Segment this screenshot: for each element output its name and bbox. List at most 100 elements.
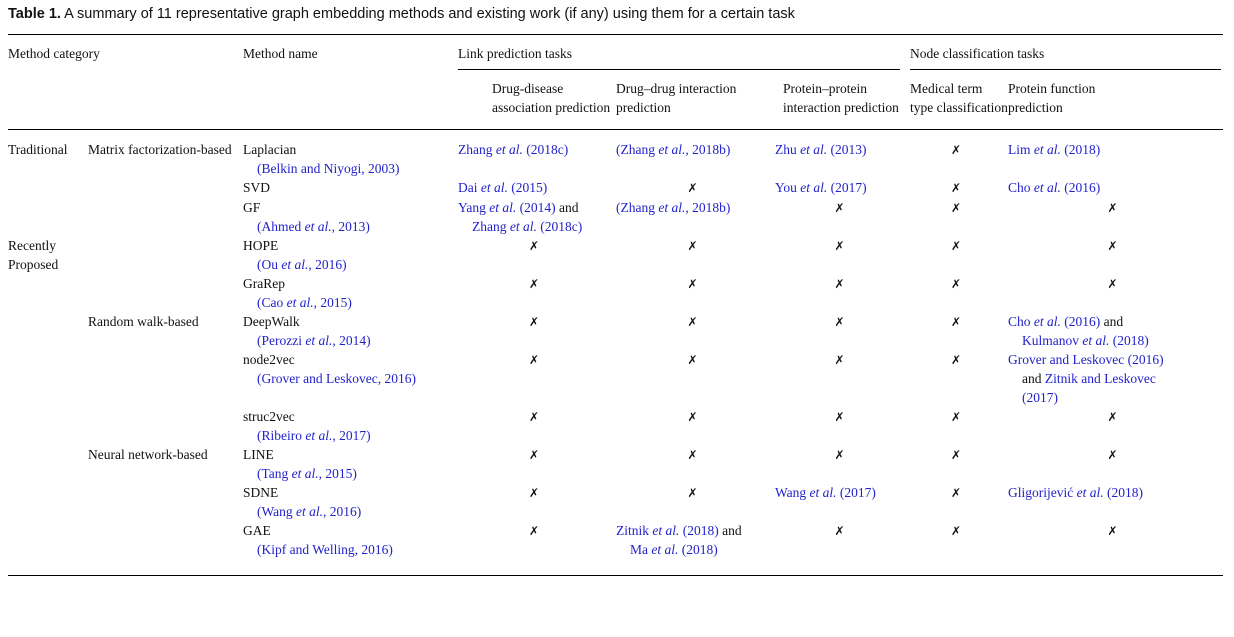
- citation-link[interactable]: Cho et al. (2016): [1008, 180, 1101, 195]
- table-row: Neural network-based LINE (Tang et al., 20…: [8, 445, 1223, 483]
- cross-mark-icon: ✗: [834, 315, 845, 329]
- cell-method-category: [8, 350, 88, 407]
- method-citation: (Cao et al., 2015): [243, 293, 452, 312]
- cell-task-protein-function: Cho et al. (2016): [1008, 178, 1223, 198]
- subheader-medical-term: Medical term type classification: [910, 81, 1008, 115]
- cell-line: Cho et al. (2016) and: [1008, 312, 1217, 331]
- cell-method-name: GF (Ahmed et al., 2013): [243, 198, 458, 236]
- cross-mark-icon: ✗: [1107, 524, 1118, 538]
- cell-task-medical-term-type: ✗: [910, 178, 1008, 198]
- cell-task-protein-function: Gligorijević et al. (2018): [1008, 483, 1223, 521]
- cell-task-medical-term-type: ✗: [910, 521, 1008, 576]
- citation-link[interactable]: (Grover and Leskovec, 2016): [257, 371, 416, 386]
- citation-link[interactable]: (Cao et al., 2015): [257, 295, 352, 310]
- citation-link[interactable]: (Zhang et al., 2018b): [616, 200, 731, 215]
- method-name: GF: [243, 200, 261, 215]
- cell-method-name: LINE (Tang et al., 2015): [243, 445, 458, 483]
- method-citation: (Ribeiro et al., 2017): [243, 426, 452, 445]
- cell-method-category: [8, 521, 88, 576]
- method-name: Laplacian: [243, 142, 297, 157]
- cross-mark-icon: ✗: [528, 239, 540, 253]
- method-name: SVD: [243, 180, 271, 195]
- method-citation: (Wang et al., 2016): [243, 502, 452, 521]
- method-name: node2vec: [243, 352, 295, 367]
- cell-method-name: struc2vec (Ribeiro et al., 2017): [243, 407, 458, 445]
- cross-mark-icon: ✗: [528, 353, 540, 367]
- text-run: and: [718, 523, 742, 538]
- citation-link[interactable]: You et al. (2017): [775, 180, 867, 195]
- citation-link[interactable]: Grover and Leskovec (2016): [1008, 352, 1164, 367]
- citation-link[interactable]: Wang et al. (2017): [775, 485, 876, 500]
- cell-method-name: HOPE (Ou et al., 2016): [243, 236, 458, 274]
- citation-link[interactable]: (Ahmed et al., 2013): [257, 219, 370, 234]
- citation-link[interactable]: (Kipf and Welling, 2016): [257, 542, 393, 557]
- cell-method-name: Laplacian (Belkin and Niyogi, 2003): [243, 130, 458, 179]
- cell-task-protein-function: Cho et al. (2016) and Kulmanov et al. (20…: [1008, 312, 1223, 350]
- table-row: GF (Ahmed et al., 2013) Yang et al. (2014)…: [8, 198, 1223, 236]
- cell-line: Grover and Leskovec (2016): [1008, 350, 1217, 369]
- cell-task-drug-drug-interaction: ✗: [616, 350, 775, 407]
- cell-task-protein-protein-interaction: ✗: [775, 445, 910, 483]
- cell-task-drug-drug-interaction: Zitnik et al. (2018) and Ma et al. (2018): [616, 521, 775, 576]
- citation-link[interactable]: Ma et al. (2018): [630, 542, 718, 557]
- cell-task-drug-disease: ✗: [458, 312, 616, 350]
- citation-link[interactable]: (Belkin and Niyogi, 2003): [257, 161, 400, 176]
- cell-task-protein-function: ✗: [1008, 236, 1223, 274]
- cell-method-name: DeepWalk (Perozzi et al., 2014): [243, 312, 458, 350]
- cell-method-category: [8, 198, 88, 236]
- citation-link[interactable]: (Zhang et al., 2018b): [616, 142, 731, 157]
- citation-link[interactable]: Zhang et al. (2018c): [472, 219, 583, 234]
- citation-link[interactable]: (Tang et al., 2015): [257, 466, 357, 481]
- cross-mark-icon: ✗: [834, 239, 845, 253]
- table-body: Traditional Matrix factorization-based Lap…: [8, 130, 1223, 576]
- citation-link[interactable]: (Perozzi et al., 2014): [257, 333, 371, 348]
- table-header: Method category Method name Link predict…: [8, 35, 1223, 130]
- citation-link[interactable]: (Ribeiro et al., 2017): [257, 428, 371, 443]
- citation-link[interactable]: Gligorijević et al. (2018): [1008, 485, 1143, 500]
- cross-mark-icon: ✗: [687, 353, 698, 367]
- cell-task-drug-drug-interaction: (Zhang et al., 2018b): [616, 130, 775, 179]
- citation-link[interactable]: Lim et al. (2018): [1008, 142, 1101, 157]
- cross-mark-icon: ✗: [687, 410, 698, 424]
- cross-mark-icon: ✗: [528, 486, 540, 500]
- cell-line: You et al. (2017): [775, 178, 904, 197]
- subheader-protein-function-label: Protein function prediction: [1008, 81, 1096, 115]
- subheader-drug-drug: Drug–drug interaction prediction: [616, 81, 737, 115]
- cell-task-drug-drug-interaction: ✗: [616, 274, 775, 312]
- cross-mark-icon: ✗: [834, 448, 845, 462]
- citation-link[interactable]: Cho et al. (2016): [1008, 314, 1101, 329]
- cross-mark-icon: ✗: [687, 448, 698, 462]
- subcategory-label: Neural network-based: [88, 447, 208, 462]
- cell-line: Ma et al. (2018): [616, 540, 769, 559]
- citation-link[interactable]: Zhu et al. (2013): [775, 142, 867, 157]
- method-name: HOPE: [243, 238, 279, 253]
- cell-task-drug-drug-interaction: ✗: [616, 483, 775, 521]
- subheader-drug-disease: Drug-disease association prediction: [492, 81, 611, 115]
- citation-link[interactable]: Zitnik and Leskovec: [1044, 371, 1156, 386]
- citation-link[interactable]: Zhang et al. (2018c): [458, 142, 569, 157]
- method-citation: (Ahmed et al., 2013): [243, 217, 452, 236]
- citation-link[interactable]: (2017): [1022, 390, 1058, 405]
- cell-line: Dai et al. (2015): [458, 178, 610, 197]
- citation-link[interactable]: (Wang et al., 2016): [257, 504, 362, 519]
- cell-task-medical-term-type: ✗: [910, 312, 1008, 350]
- cell-method-category: [8, 483, 88, 521]
- cell-task-protein-protein-interaction: ✗: [775, 312, 910, 350]
- cross-mark-icon: ✗: [950, 239, 962, 253]
- cell-method-subcategory: [88, 274, 243, 312]
- cell-method-category: [8, 312, 88, 350]
- citation-link[interactable]: Yang et al. (2014): [458, 200, 556, 215]
- cell-method-subcategory: [88, 178, 243, 198]
- cell-line: Cho et al. (2016): [1008, 178, 1217, 197]
- citation-link[interactable]: Zitnik et al. (2018): [616, 523, 719, 538]
- citation-link[interactable]: (Ou et al., 2016): [257, 257, 347, 272]
- cell-task-protein-protein-interaction: Zhu et al. (2013): [775, 130, 910, 179]
- cross-mark-icon: ✗: [687, 239, 698, 253]
- citation-link[interactable]: Dai et al. (2015): [458, 180, 548, 195]
- text-run: and: [1100, 314, 1124, 329]
- cell-line: Zhang et al. (2018c): [458, 140, 610, 159]
- method-citation: (Belkin and Niyogi, 2003): [243, 159, 452, 178]
- citation-link[interactable]: Kulmanov et al. (2018): [1022, 333, 1149, 348]
- cell-task-drug-disease: ✗: [458, 407, 616, 445]
- cell-task-drug-disease: Yang et al. (2014) and Zhang et al. (2018…: [458, 198, 616, 236]
